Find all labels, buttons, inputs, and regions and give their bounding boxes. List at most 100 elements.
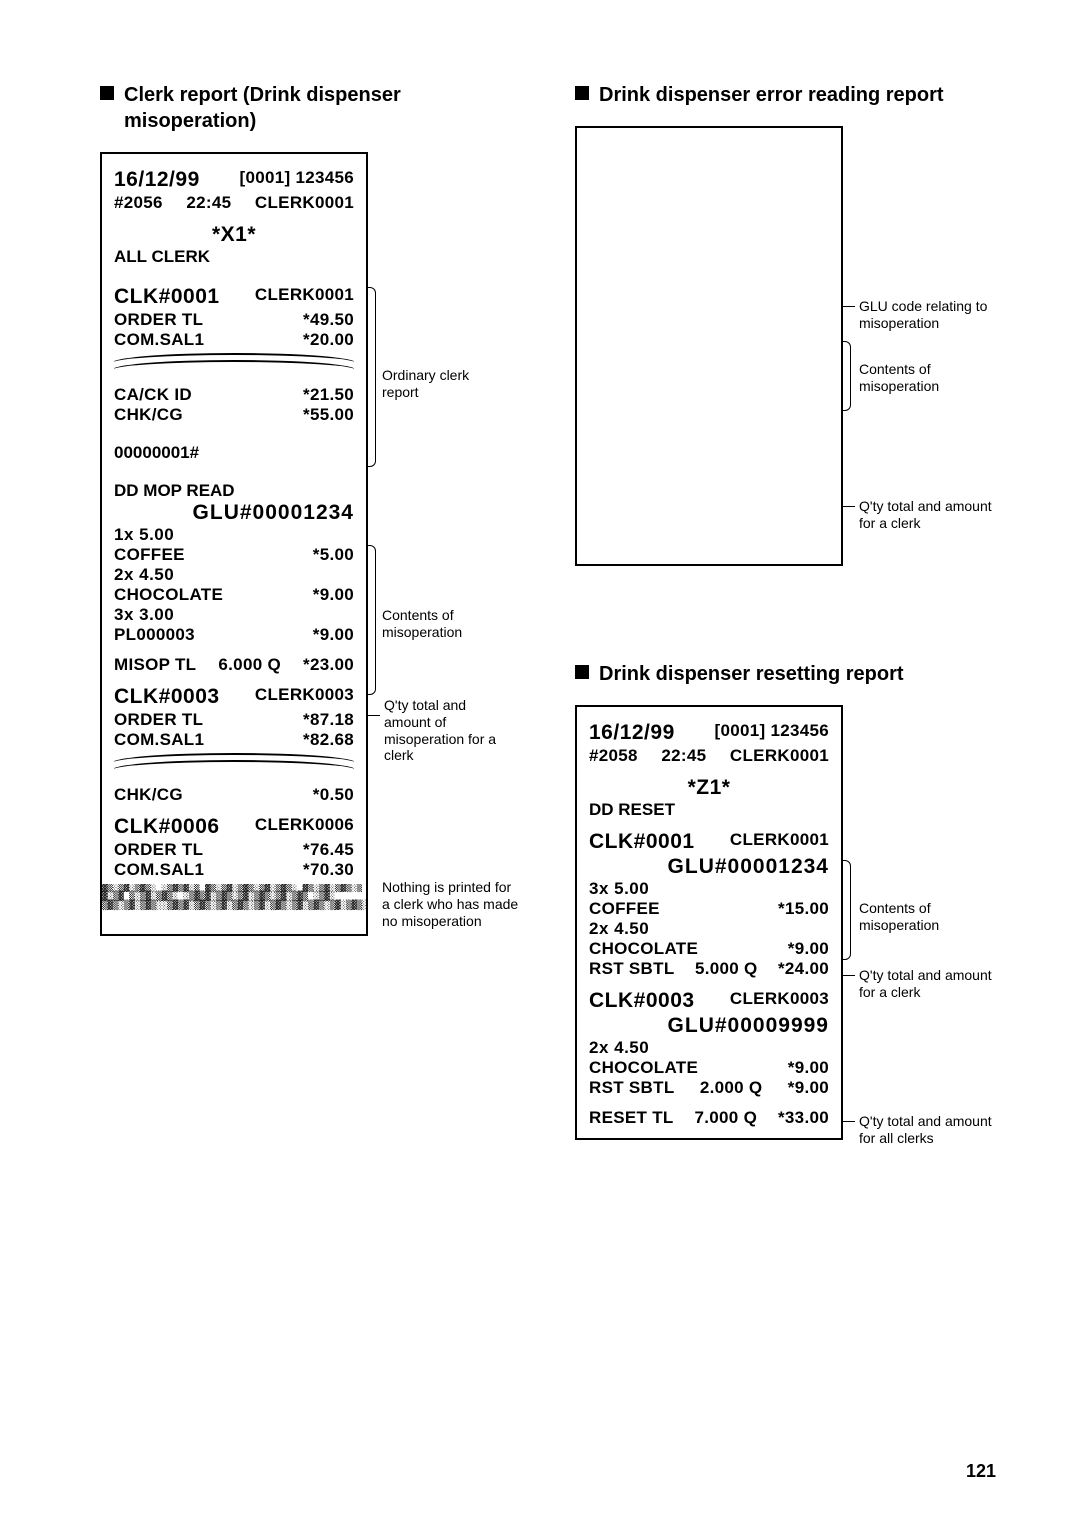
annot-ordinary: Ordinary clerk report — [382, 367, 492, 401]
right-title-reset-text: Drink dispenser resetting report — [599, 661, 904, 687]
order-tl-v: *49.50 — [303, 310, 354, 330]
coffee: COFFEE — [114, 545, 185, 565]
r-rst2-q: 2.000 Q — [700, 1078, 763, 1098]
r-mode-label: DD RESET — [589, 800, 829, 820]
bullet-icon — [100, 86, 114, 100]
time: 22:45 — [186, 193, 231, 213]
choc: CHOCOLATE — [114, 585, 223, 605]
left-receipt-wrapper: 16/12/99 [0001] 123456 #2056 22:45 CLERK… — [100, 152, 368, 936]
glu1: GLU#00001234 — [114, 501, 354, 525]
coffee-v: *5.00 — [313, 545, 354, 565]
r-regno: #2058 — [589, 746, 638, 766]
l3: 3x 3.00 — [114, 605, 354, 625]
right-title-error-text: Drink dispenser error reading report — [599, 82, 944, 108]
right-column: Drink dispenser error reading report GLU… — [575, 82, 1010, 1140]
r-l1: 3x 5.00 — [589, 879, 829, 899]
chk-cg3: CHK/CG — [114, 785, 183, 805]
misop-v: *23.00 — [303, 655, 354, 675]
dd-mop: DD MOP READ — [114, 481, 354, 501]
brace-ordinary — [368, 287, 376, 467]
counter: 00000001# — [114, 443, 354, 463]
wavy-divider — [114, 353, 354, 369]
com-sal1-v: *20.00 — [303, 330, 354, 350]
order-tl3: ORDER TL — [114, 710, 203, 730]
chk-cg-v: *55.00 — [303, 405, 354, 425]
r-coffee-v: *15.00 — [778, 899, 829, 919]
r-coffee: COFFEE — [589, 899, 660, 919]
ord3-v: *87.18 — [303, 710, 354, 730]
error-receipt-wrapper: GLU code relating to misoperation Conten… — [575, 126, 843, 566]
tick-reset-all — [843, 1121, 855, 1122]
bullet-icon — [575, 665, 589, 679]
clerk: CLERK0001 — [255, 193, 354, 213]
r-rst: RST SBTL — [589, 959, 675, 979]
annot-glu: GLU code relating to misoperation — [859, 298, 999, 332]
pl-v: *9.00 — [313, 625, 354, 645]
page-number: 121 — [966, 1461, 996, 1482]
bullet-icon — [575, 86, 589, 100]
right-title-error: Drink dispenser error reading report — [575, 82, 1010, 108]
r-rst-v: *24.00 — [778, 959, 829, 979]
reset-receipt-wrapper: 16/12/99 [0001] 123456 #2058 22:45 CLERK… — [575, 705, 843, 1140]
r-time: 22:45 — [661, 746, 706, 766]
ca-ck-v: *21.50 — [303, 385, 354, 405]
l2: 2x 4.50 — [114, 565, 354, 585]
ord6-v: *76.45 — [303, 840, 354, 860]
com-sal1: COM.SAL1 — [114, 330, 204, 350]
tick-reset-qty — [843, 975, 855, 976]
annot-qty: Q'ty total and amount of misoperation fo… — [384, 697, 504, 764]
r-choc: CHOCOLATE — [589, 939, 698, 959]
page-columns: Clerk report (Drink dispenser misoperati… — [100, 82, 1010, 1140]
brace-err-contents — [843, 341, 851, 411]
misop-q: 6.000 Q — [218, 655, 281, 675]
r-l2: 2x 4.50 — [589, 919, 829, 939]
r-rst2: RST SBTL — [589, 1078, 675, 1098]
clk6-label: CLK#0006 — [114, 815, 220, 840]
r-clk1-name: CLERK0001 — [730, 830, 829, 855]
left-column: Clerk report (Drink dispenser misoperati… — [100, 82, 535, 1140]
com3-v: *82.68 — [303, 730, 354, 750]
mode: *X1* — [114, 223, 354, 247]
reg-no: #2056 — [114, 193, 163, 213]
wavy-divider-2 — [114, 753, 354, 769]
date: 16/12/99 — [114, 168, 200, 193]
id-block: [0001] 123456 — [240, 168, 355, 193]
r-choc2: CHOCOLATE — [589, 1058, 698, 1078]
r-clerk: CLERK0001 — [730, 746, 829, 766]
l1: 1x 5.00 — [114, 525, 354, 545]
r-choc2-v: *9.00 — [788, 1058, 829, 1078]
left-title-text: Clerk report (Drink dispenser misoperati… — [124, 82, 535, 134]
r-mode: *Z1* — [589, 776, 829, 800]
pl: PL000003 — [114, 625, 195, 645]
chk-cg: CHK/CG — [114, 405, 183, 425]
misop: MISOP TL — [114, 655, 196, 675]
r-id: [0001] 123456 — [715, 721, 830, 746]
r-glu2: GLU#00009999 — [589, 1014, 829, 1038]
r-rst-q: 5.000 Q — [695, 959, 758, 979]
right-title-reset: Drink dispenser resetting report — [575, 661, 1010, 687]
annot-reset-all: Q'ty total and amount for all clerks — [859, 1113, 1009, 1147]
brace-reset-contents — [843, 860, 851, 960]
clk3-label: CLK#0003 — [114, 685, 220, 710]
tick-qty — [368, 715, 380, 716]
mode-label: ALL CLERK — [114, 247, 354, 267]
com6-v: *70.30 — [303, 860, 354, 880]
r-rst2-v: *9.00 — [788, 1078, 829, 1098]
order-tl6: ORDER TL — [114, 840, 203, 860]
tick-err-qty — [843, 506, 855, 507]
annot-err-contents: Contents of misoperation — [859, 361, 979, 395]
r-date: 16/12/99 — [589, 721, 675, 746]
clk3-name: CLERK0003 — [255, 685, 354, 710]
r-clk3: CLK#0003 — [589, 989, 695, 1014]
reset-receipt: 16/12/99 [0001] 123456 #2058 22:45 CLERK… — [575, 705, 843, 1140]
ca-ck: CA/CK ID — [114, 385, 192, 405]
r-l3: 2x 4.50 — [589, 1038, 829, 1058]
r-clk1: CLK#0001 — [589, 830, 695, 855]
torn-edge: ▓▒░▒▓░▒▓▒░ ░▒▓▒▓░▒ ▓▒░▒▓░▒▓▒░▒▓░▒▓▒░ ▓▒░… — [102, 884, 366, 924]
chk3-v: *0.50 — [313, 785, 354, 805]
r-choc-v: *9.00 — [788, 939, 829, 959]
r-reset: RESET TL — [589, 1108, 674, 1128]
clk1-label: CLK#0001 — [114, 285, 220, 310]
annot-nothing: Nothing is printed for a clerk who has m… — [382, 879, 522, 929]
error-reading-receipt — [575, 126, 843, 566]
